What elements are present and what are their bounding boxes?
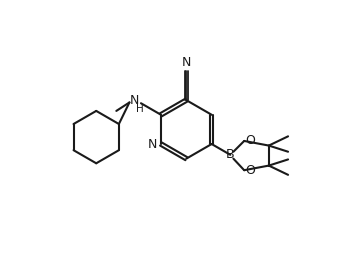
Text: B: B xyxy=(226,148,235,161)
Text: N: N xyxy=(182,56,191,69)
Text: O: O xyxy=(246,164,256,178)
Text: O: O xyxy=(246,134,256,147)
Text: N: N xyxy=(148,137,157,151)
Text: H: H xyxy=(136,104,143,114)
Text: N: N xyxy=(129,94,139,107)
